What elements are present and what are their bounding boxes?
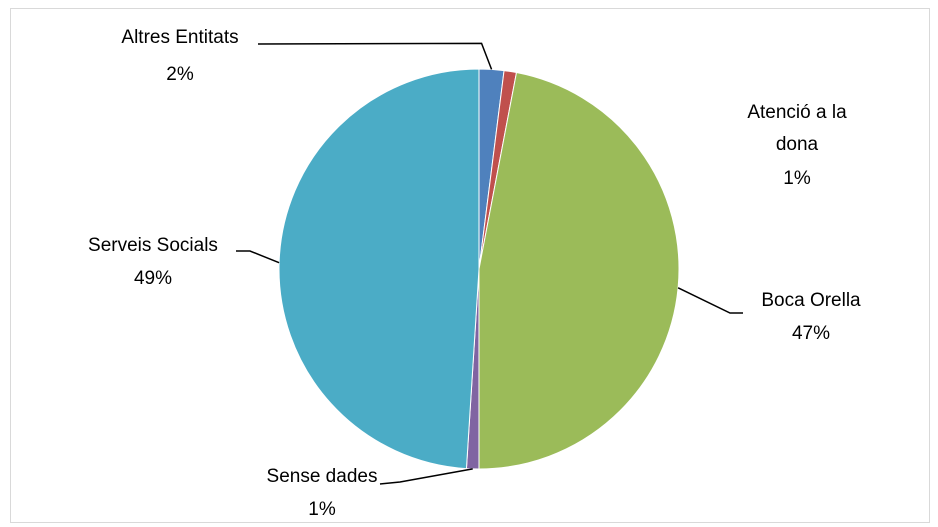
slice-label-sense-dades: Sense dades [267,466,378,487]
slice-value-serveis-socials: 49% [134,268,172,289]
slice-label-atencio-line1: Atenció a la [747,102,847,123]
slice-value-atencio: 1% [783,168,811,189]
leader-line-boca-orella [677,287,743,314]
pie-slice-serveis-socials [278,68,480,470]
pie-slices [278,68,680,470]
leader-line-serveis-socials [236,250,280,264]
leader-line-altres-entitats [257,42,493,70]
slice-label-boca-orella: Boca Orella [761,290,861,311]
pie-slice-boca-orella [478,71,680,470]
slice-value-altres-entitats: 2% [166,64,194,85]
leader-lines [236,42,743,485]
slice-label-serveis-socials: Serveis Socials [88,235,218,256]
slice-label-atencio-line2: dona [776,134,819,155]
leader-line-sense-dades [379,468,473,485]
slice-value-sense-dades: 1% [308,499,336,520]
slice-value-boca-orella: 47% [792,323,830,344]
slice-label-altres-entitats: Altres Entitats [121,27,238,48]
